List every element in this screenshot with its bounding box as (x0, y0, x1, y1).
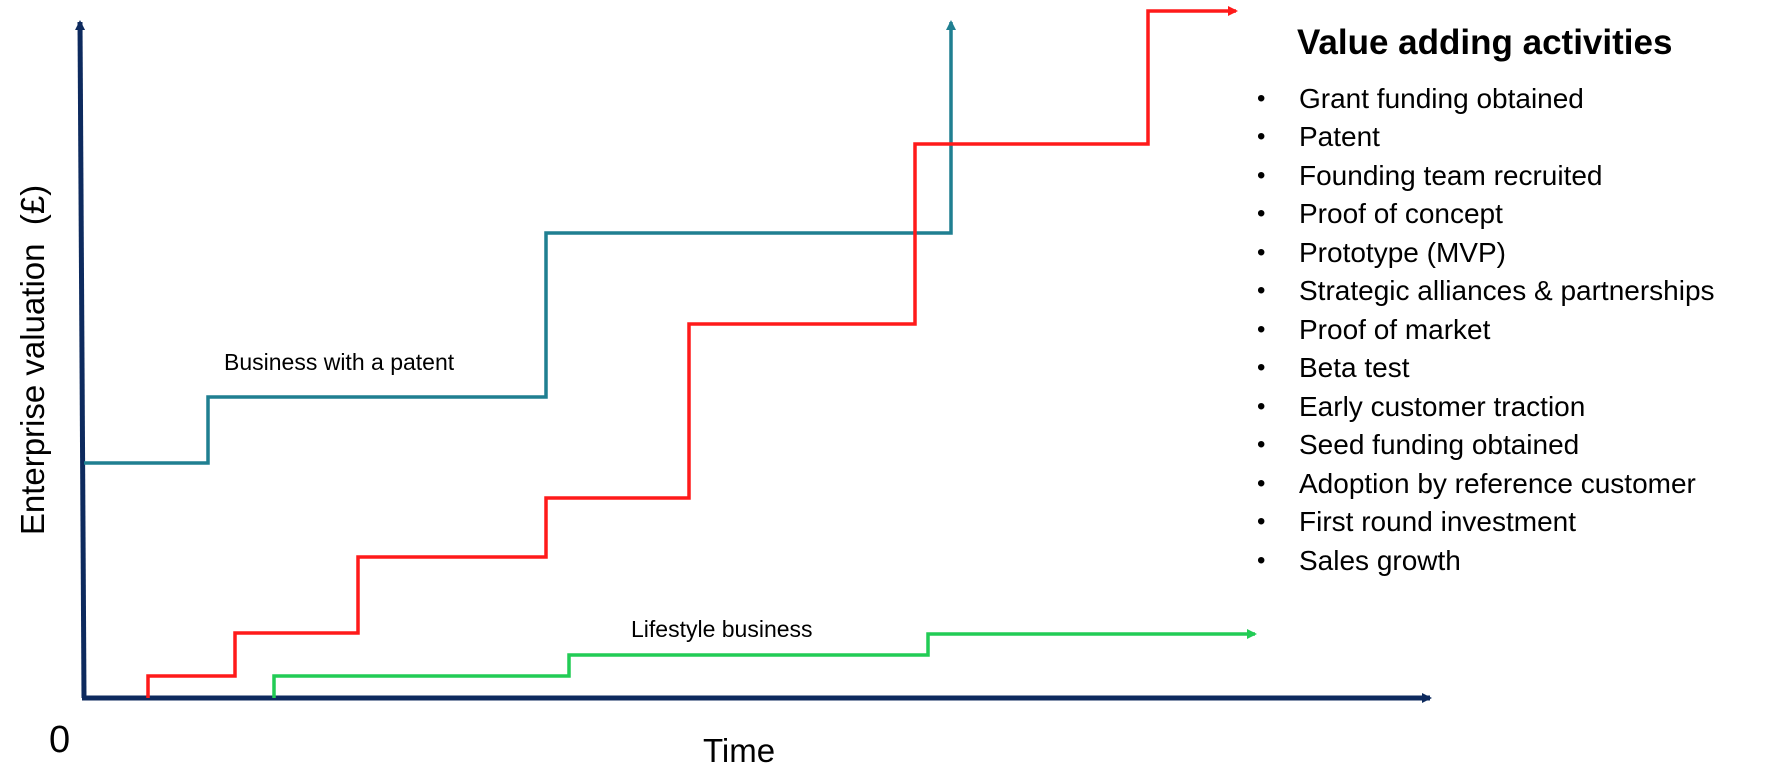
activities-list: • Grant funding obtained • Patent • Founding … (1255, 80, 1775, 581)
activity-item: • Patent (1255, 118, 1775, 157)
activity-label: Prototype (MVP) (1299, 236, 1506, 268)
activity-item: • Proof of market (1255, 311, 1775, 350)
activity-item: • Proof of concept (1255, 195, 1775, 234)
activity-label: Proof of concept (1299, 198, 1503, 229)
bullet-icon: • (1257, 354, 1266, 381)
bullet-icon: • (1257, 277, 1266, 304)
activity-label: Seed funding obtained (1299, 429, 1580, 460)
activity-item: • Founding team recruited (1255, 157, 1775, 196)
value-adding-activities-panel: Value adding activities • Grant funding o… (1255, 20, 1775, 580)
activity-item: • Adoption by reference customer (1255, 465, 1775, 504)
origin-label: 0 (49, 719, 70, 761)
activity-label: First round investment (1299, 506, 1576, 537)
bullet-icon: • (1257, 508, 1266, 535)
x-axis-label: Time (703, 732, 775, 766)
activity-item: • Prototype (MVP) (1255, 234, 1775, 273)
activity-label: Patent (1299, 121, 1380, 152)
bullet-icon: • (1257, 392, 1266, 420)
y-axis-label: Enterprise valuation (£) (14, 185, 51, 535)
lifestyle-series-label: Lifestyle business (631, 616, 813, 642)
bullet-icon: • (1257, 123, 1266, 150)
activity-label: Proof of market (1299, 313, 1491, 345)
lifestyle-series-line (272, 629, 1257, 698)
patent-series-label: Business with a patent (224, 349, 455, 375)
activity-item: • Strategic alliances & partnerships (1255, 272, 1775, 311)
red-series-line (146, 6, 1238, 698)
activity-label: Founding team recruited (1299, 159, 1603, 191)
activity-item: • Sales growth (1255, 542, 1775, 581)
bullet-icon: • (1257, 84, 1266, 112)
bullet-icon: • (1257, 315, 1266, 343)
activity-label: Early customer traction (1299, 390, 1586, 422)
bullet-icon: • (1257, 161, 1266, 189)
activities-title: Value adding activities (1297, 23, 1673, 62)
bullet-icon: • (1257, 469, 1266, 497)
activity-item: • Grant funding obtained (1255, 80, 1775, 119)
bullet-icon: • (1257, 200, 1266, 227)
y-axis (75, 20, 87, 699)
bullet-icon: • (1257, 431, 1266, 458)
activity-item: • Seed funding obtained (1255, 426, 1775, 465)
activity-label: Grant funding obtained (1299, 82, 1584, 114)
activity-label: Strategic alliances & partnerships (1299, 275, 1715, 306)
bullet-icon: • (1257, 546, 1266, 574)
activity-label: Beta test (1299, 352, 1410, 383)
activity-item: • First round investment (1255, 503, 1775, 542)
activity-item: • Beta test (1255, 349, 1775, 388)
activity-label: Adoption by reference customer (1299, 467, 1696, 499)
bullet-icon: • (1257, 238, 1266, 266)
activity-label: Sales growth (1299, 544, 1461, 576)
patent-series-line (84, 20, 956, 465)
activity-item: • Early customer traction (1255, 388, 1775, 427)
